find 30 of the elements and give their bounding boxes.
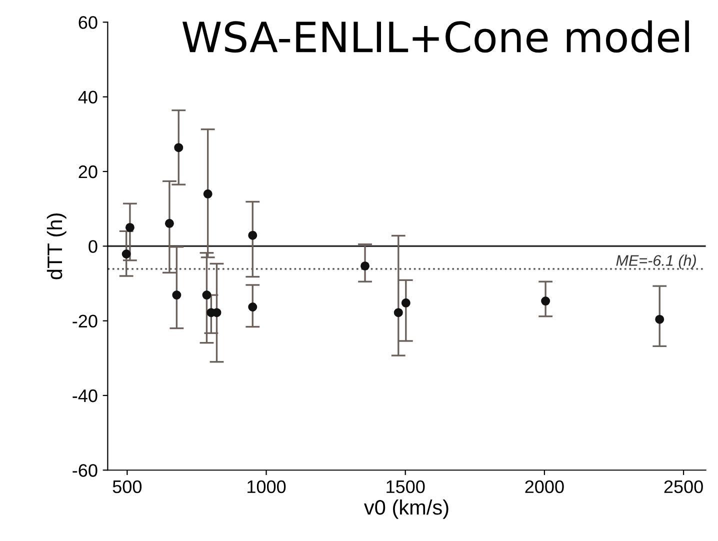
point (248, 230, 258, 240)
point (401, 298, 410, 308)
point (202, 290, 212, 300)
y-tick-label: -60 (72, 464, 98, 477)
point (655, 314, 664, 324)
x-tick-label: 2500 (664, 480, 703, 494)
point (125, 222, 134, 232)
x-axis-title: v0 (km/s) (364, 499, 448, 519)
point (122, 249, 131, 258)
y-tick-label: 20 (78, 165, 98, 178)
x-tick-label: 1500 (386, 480, 425, 494)
x-tick-label: 2000 (525, 480, 564, 494)
point (248, 302, 258, 312)
point (360, 261, 370, 270)
point (172, 290, 182, 300)
y-tick-label: 0 (88, 240, 98, 253)
y-tick-label: 60 (78, 16, 98, 29)
y-tick-label: -40 (72, 389, 98, 402)
point (541, 296, 550, 306)
y-tick-label: 40 (78, 90, 98, 104)
ref-line-label: ME=-6.1 (h) (616, 254, 696, 269)
chart-title: WSA-ENLIL+Cone model (182, 20, 689, 53)
x-tick-label: 1000 (248, 480, 286, 494)
point (164, 218, 174, 228)
point (203, 189, 212, 198)
point (174, 143, 184, 152)
point (394, 308, 403, 318)
x-tick-label: 500 (112, 480, 142, 494)
y-axis-title: dTT (h) (46, 213, 66, 280)
y-tick-label: -20 (72, 314, 98, 328)
